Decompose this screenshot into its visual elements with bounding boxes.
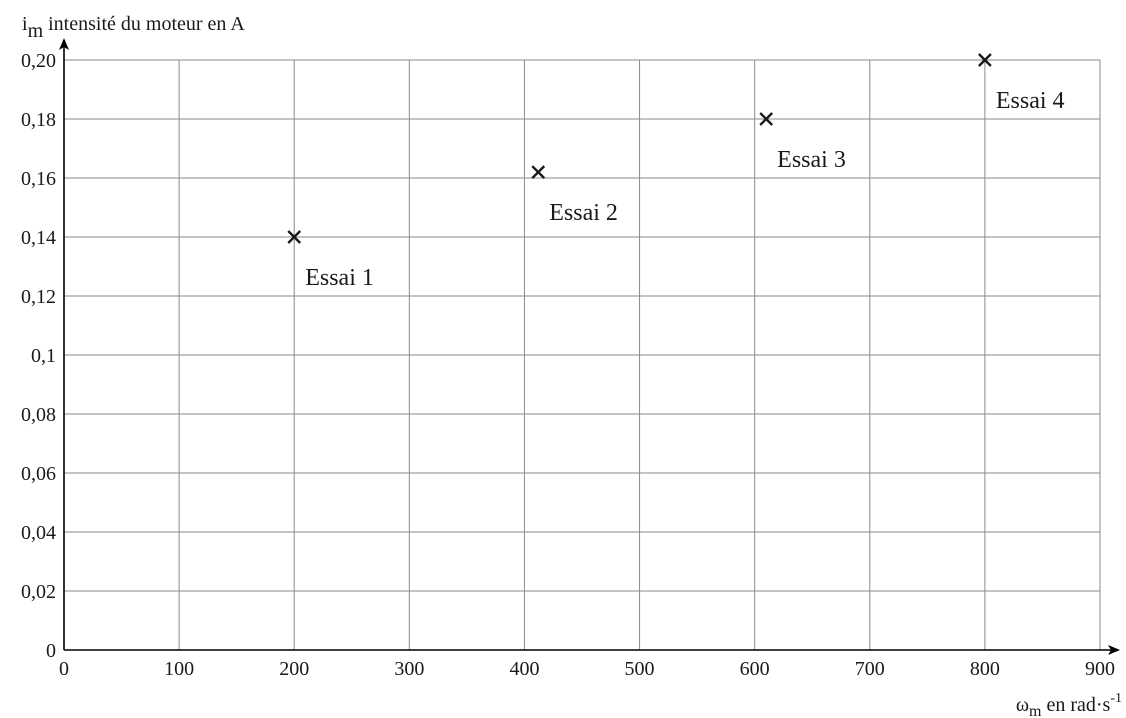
y-tick-label-8: 0,16 [21,168,56,190]
data-point-3 [759,112,774,126]
x-tick-label-800: 800 [970,658,1000,680]
y-tick-label-7: 0,14 [21,227,56,249]
data-point-label-2: Essai 2 [549,200,618,226]
data-point-marker-b [759,112,774,126]
data-point-label-3: Essai 3 [777,147,846,173]
x-tick-label-500: 500 [625,658,655,680]
grid-lines [64,59,1101,650]
y-tick-label-1: 0,02 [21,581,56,603]
y-tick-label-6: 0,12 [21,286,56,308]
data-point-marker-b [978,53,992,67]
y-axis-label-sub: m [28,20,44,42]
x-tick-label-200: 200 [279,658,309,680]
x-tick-label-0: 0 [59,658,69,680]
x-tick-label-700: 700 [855,658,885,680]
data-point-1 [287,230,302,244]
x-axis-label: ωm en rad·s-1 [1016,691,1122,718]
y-tick-label-10: 0,20 [21,50,56,72]
data-points: Essai 1 Essai 2 Essai 3 Essai 4 [287,53,1065,291]
tick-labels: 0 100 200 300 400 500 600 700 800 900 0 0,02 0,04 0,0… [21,50,1115,680]
y-tick-label-9: 0,18 [21,109,56,131]
y-axis-label-rest: intensité du moteur en A [43,13,245,35]
x-axis-label-main: ω [1016,694,1029,716]
x-axis-label-sup: -1 [1110,691,1122,706]
x-tick-label-400: 400 [509,658,539,680]
y-tick-label-2: 0,04 [21,522,56,544]
data-point-marker-b [287,230,302,244]
x-axis-label-sub: m [1029,703,1042,718]
data-point-label-4: Essai 4 [996,88,1065,114]
x-axis-label-rest: en rad·s [1041,694,1110,716]
y-tick-label-4: 0,08 [21,404,56,426]
axes [59,38,1120,655]
x-tick-label-600: 600 [740,658,770,680]
y-tick-label-0: 0 [46,640,56,662]
x-tick-label-300: 300 [394,658,424,680]
data-point-label-1: Essai 1 [305,265,374,291]
data-point-4 [978,53,992,67]
y-tick-label-5: 0,1 [31,345,56,367]
y-axis-label-main: i [22,13,28,35]
x-tick-label-100: 100 [164,658,194,680]
y-axis-label: im intensité du moteur en A [22,13,245,42]
data-point-marker-b [531,165,546,179]
y-tick-label-3: 0,06 [21,463,56,485]
x-tick-label-900: 900 [1085,658,1115,680]
data-point-2 [531,165,546,179]
